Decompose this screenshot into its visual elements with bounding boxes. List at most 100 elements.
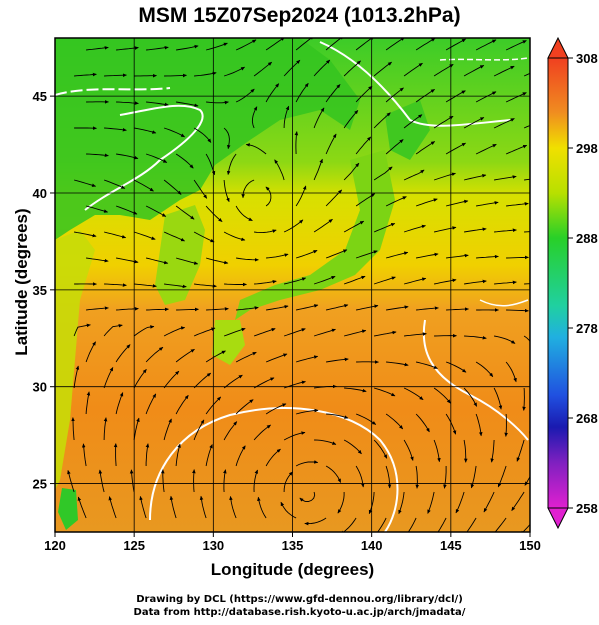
streamline-43 bbox=[415, 89, 435, 103]
streamline-209 bbox=[103, 367, 114, 389]
streamline-70 bbox=[245, 143, 267, 155]
streamline-38 bbox=[265, 83, 280, 103]
streamline-226 bbox=[145, 393, 157, 415]
streamline-107 bbox=[415, 198, 438, 207]
streamline-95 bbox=[524, 178, 530, 181]
streamline-125 bbox=[464, 227, 487, 233]
streamline-89 bbox=[343, 162, 360, 181]
streamline-278 bbox=[253, 469, 258, 493]
streamline-138 bbox=[385, 251, 409, 259]
streamline-194 bbox=[145, 346, 164, 363]
streamline-78 bbox=[505, 144, 528, 155]
x-axis-ticks: 120 125 130 135 140 145 150 bbox=[44, 532, 541, 553]
streamline-20 bbox=[194, 71, 217, 77]
streamline-300 bbox=[437, 517, 447, 532]
streamline-91 bbox=[403, 169, 425, 181]
streamline-244 bbox=[193, 419, 205, 441]
streamline-67 bbox=[175, 153, 194, 169]
streamline-184 bbox=[313, 328, 336, 337]
streamline-25 bbox=[343, 60, 361, 77]
streamline-166 bbox=[266, 305, 289, 311]
streamline-34 bbox=[146, 101, 169, 107]
streamline-121 bbox=[343, 220, 365, 233]
streamline-274 bbox=[129, 469, 135, 493]
streamline-212 bbox=[193, 372, 212, 389]
streamline-140 bbox=[446, 253, 469, 259]
streamline-161 bbox=[116, 307, 139, 311]
y-tick-label-35: 35 bbox=[33, 283, 47, 298]
streamline-179 bbox=[163, 326, 186, 337]
y-tick-label-30: 30 bbox=[33, 380, 47, 395]
y-axis-label: Latitude (degrees) bbox=[12, 208, 31, 356]
streamline-203 bbox=[416, 361, 438, 369]
streamline-51 bbox=[163, 127, 185, 138]
streamline-269 bbox=[470, 465, 477, 489]
streamline-119 bbox=[283, 219, 304, 233]
streamline-181 bbox=[223, 327, 246, 337]
streamline-262 bbox=[265, 448, 281, 467]
streamline-292 bbox=[199, 495, 207, 519]
streamline-71 bbox=[294, 131, 299, 155]
streamline-193 bbox=[115, 344, 131, 363]
streamline-118 bbox=[254, 229, 277, 234]
streamline-299 bbox=[407, 517, 417, 532]
streamline-260 bbox=[205, 444, 213, 467]
streamline-288 bbox=[77, 496, 87, 519]
streamline-46 bbox=[505, 92, 527, 103]
streamline-227 bbox=[175, 394, 189, 415]
streamline-99 bbox=[175, 205, 195, 220]
streamline-301 bbox=[466, 517, 477, 532]
streamline-6 bbox=[265, 38, 285, 51]
streamline-259 bbox=[175, 443, 181, 467]
streamline-86 bbox=[241, 179, 255, 199]
streamline-240 bbox=[71, 417, 75, 441]
streamline-134 bbox=[266, 253, 289, 259]
streamline-266 bbox=[385, 465, 392, 489]
streamline-158 bbox=[494, 280, 517, 285]
streamline-231 bbox=[295, 408, 319, 415]
streamline-256 bbox=[81, 443, 87, 467]
streamline-27 bbox=[403, 62, 423, 77]
streamline-19 bbox=[164, 73, 187, 78]
streamline-196 bbox=[205, 350, 226, 363]
streamline-198 bbox=[265, 353, 288, 363]
streamline-167 bbox=[296, 304, 319, 311]
streamline-75 bbox=[415, 141, 436, 155]
streamline-243 bbox=[163, 418, 172, 441]
x-tick-label-140: 140 bbox=[361, 538, 383, 553]
streamline-249 bbox=[343, 439, 362, 455]
streamline-92 bbox=[433, 172, 456, 181]
streamline-72 bbox=[325, 133, 337, 155]
streamline-109 bbox=[476, 201, 499, 207]
streamline-189 bbox=[464, 335, 487, 340]
colorbar-tick-label-258: 258 bbox=[576, 501, 598, 516]
streamline-139 bbox=[416, 252, 439, 259]
streamline-122 bbox=[373, 223, 396, 233]
streamline-31 bbox=[523, 72, 530, 77]
streamline-127 bbox=[524, 231, 530, 233]
streamline-16 bbox=[74, 72, 97, 77]
streamline-28 bbox=[433, 64, 454, 77]
streamline-164 bbox=[206, 307, 229, 311]
streamline-176 bbox=[73, 323, 91, 337]
streamline-77 bbox=[475, 143, 497, 155]
streamline-29 bbox=[463, 64, 485, 77]
streamline-298 bbox=[377, 517, 387, 532]
y-tick-label-40: 40 bbox=[33, 186, 47, 201]
streamline-113 bbox=[103, 231, 127, 239]
streamline-235 bbox=[415, 413, 430, 433]
streamline-162 bbox=[146, 307, 169, 312]
streamline-115 bbox=[163, 231, 186, 242]
streamline-250 bbox=[373, 439, 388, 459]
streamline-87 bbox=[274, 159, 285, 181]
streamline-210 bbox=[133, 368, 147, 389]
streamline-112 bbox=[74, 231, 97, 238]
y-axis-ticks: 25 30 35 40 45 bbox=[33, 89, 55, 492]
streamline-128 bbox=[86, 257, 109, 263]
streamline-74 bbox=[385, 139, 404, 155]
streamline-22 bbox=[253, 61, 273, 77]
streamline-242 bbox=[133, 417, 140, 441]
streamline-275 bbox=[160, 469, 165, 493]
streamline-285 bbox=[455, 491, 465, 514]
streamline-5 bbox=[235, 39, 257, 51]
